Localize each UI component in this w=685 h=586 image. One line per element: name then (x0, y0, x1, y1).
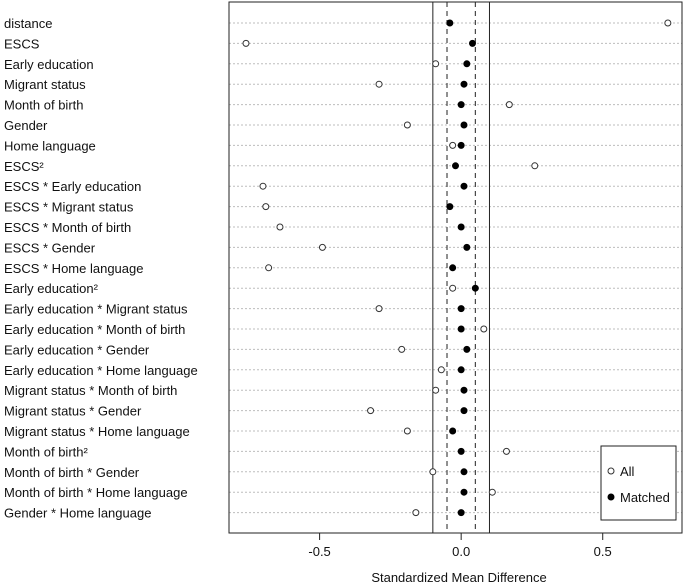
point-matched (460, 488, 468, 496)
point-all (367, 407, 375, 415)
point-matched (446, 19, 454, 27)
point-all (375, 80, 383, 88)
x-axis-title: Standardized Mean Difference (371, 570, 546, 585)
legend-label-all: All (620, 464, 635, 479)
legend: All Matched (600, 445, 677, 521)
plot-frame (228, 1, 683, 534)
covariate-label: ESCS * Month of birth (4, 220, 131, 235)
covariate-label: Gender (4, 118, 48, 133)
covariate-labels: distance ESCS Early education Migrant statu… (4, 16, 198, 521)
covariate-label: ESCS (4, 36, 40, 51)
point-matched (452, 162, 459, 170)
x-tick-label: 0.5 (594, 544, 612, 559)
covariate-label: ESCS² (4, 159, 44, 174)
point-matched (460, 468, 468, 476)
point-matched (463, 243, 471, 251)
point-all (375, 305, 383, 313)
point-all (449, 284, 457, 292)
gridlines (229, 22, 682, 514)
covariate-label: distance (4, 16, 52, 31)
covariate-label: Early education * Gender (4, 342, 150, 357)
covariate-label: Month of birth (4, 98, 84, 113)
covariate-label: Early education * Home language (4, 363, 198, 378)
point-all (429, 468, 437, 476)
point-matched (446, 203, 454, 211)
point-matched (460, 121, 468, 129)
legend-marker-matched (607, 493, 615, 501)
point-matched (457, 325, 465, 333)
point-matched (460, 182, 468, 190)
point-matched (457, 223, 465, 231)
point-all (437, 366, 445, 374)
point-matched (457, 509, 465, 517)
point-all (259, 182, 267, 190)
covariate-label: Migrant status (4, 77, 86, 92)
point-matched (449, 264, 457, 272)
point-all (432, 60, 440, 68)
legend-marker-all (607, 467, 615, 475)
data-points (242, 19, 672, 517)
point-all (449, 141, 457, 149)
point-all (262, 203, 270, 211)
point-all (412, 509, 420, 517)
reference-lines (432, 2, 490, 533)
point-all (531, 162, 539, 170)
point-matched (449, 427, 457, 435)
covariate-label: Early education² (4, 281, 99, 296)
covariate-label: Early education * Migrant status (4, 302, 188, 317)
point-all (502, 447, 510, 455)
point-all (318, 243, 326, 251)
covariate-label: ESCS * Home language (4, 261, 143, 276)
x-tick-label: -0.5 (308, 544, 330, 559)
point-matched (460, 407, 468, 415)
x-axis: -0.5 0.0 0.5 (308, 533, 612, 559)
point-matched (463, 345, 471, 353)
point-all (265, 264, 273, 272)
covariate-label: Gender * Home language (4, 506, 151, 521)
point-matched (457, 305, 465, 313)
point-all (403, 427, 411, 435)
covariate-label: Month of birth * Gender (4, 465, 140, 480)
point-matched (457, 141, 465, 149)
point-all (488, 488, 496, 496)
covariate-label: Early education (4, 57, 94, 72)
point-matched (471, 284, 479, 292)
point-all (480, 325, 488, 333)
point-all (398, 345, 406, 353)
point-matched (457, 366, 465, 374)
point-matched (457, 447, 465, 455)
covariate-label: Migrant status * Gender (4, 404, 142, 419)
x-tick-label: 0.0 (452, 544, 470, 559)
point-matched (468, 39, 476, 47)
point-matched (463, 60, 471, 68)
covariate-label: ESCS * Early education (4, 179, 141, 194)
point-matched (460, 386, 468, 394)
covariate-label: ESCS * Gender (4, 240, 96, 255)
covariate-label: Home language (4, 138, 96, 153)
point-all (242, 39, 250, 47)
covariate-label: Migrant status * Home language (4, 424, 190, 439)
covariate-label: Month of birth * Home language (4, 485, 188, 500)
point-matched (457, 101, 465, 109)
legend-label-matched: Matched (620, 490, 670, 505)
point-all (403, 121, 411, 129)
legend-box (600, 445, 677, 521)
covariate-label: ESCS * Migrant status (4, 200, 134, 215)
point-matched (460, 80, 468, 88)
point-all (505, 101, 513, 109)
point-all (276, 223, 284, 231)
point-all (432, 386, 440, 394)
point-all (664, 19, 672, 27)
covariate-label: Month of birth² (4, 444, 88, 459)
covariate-label: Migrant status * Month of birth (4, 383, 177, 398)
covariate-label: Early education * Month of birth (4, 322, 185, 337)
